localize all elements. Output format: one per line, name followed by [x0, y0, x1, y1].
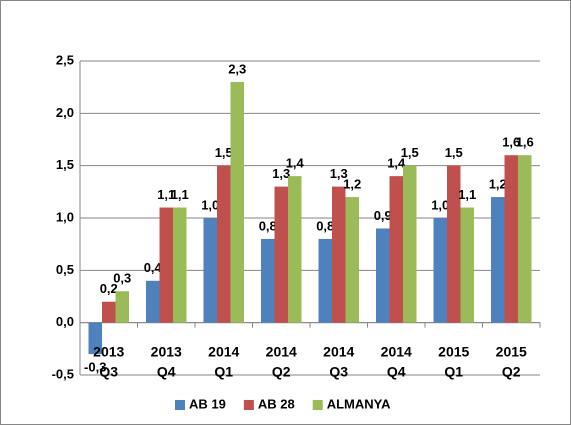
legend-label: ALMANYA	[327, 396, 391, 411]
bar	[230, 81, 244, 323]
value-label: 1,2	[489, 177, 507, 192]
value-label: 1,6	[516, 135, 534, 150]
bar	[217, 165, 231, 323]
x-tick-label: Q4	[157, 363, 176, 379]
x-tick-label: 2014	[208, 343, 239, 359]
legend-label: AB 28	[258, 396, 295, 411]
value-label: 0,3	[113, 271, 131, 286]
value-label: 0,4	[144, 260, 163, 275]
bar	[274, 186, 288, 323]
bar	[159, 207, 173, 323]
bar	[318, 238, 332, 323]
x-tick-label: 2015	[438, 343, 469, 359]
value-label: 1,6	[502, 135, 520, 150]
x-tick-label: 2014	[323, 343, 354, 359]
value-label: 2,3	[228, 61, 246, 76]
x-tick-label: Q3	[329, 363, 348, 379]
legend-swatch	[312, 400, 323, 410]
x-tick-label: 2014	[266, 343, 297, 359]
x-tick-label: 2015	[496, 343, 527, 359]
x-tick-label: 2013	[93, 343, 124, 359]
y-tick-label: 0,5	[56, 262, 74, 277]
bar	[102, 301, 116, 323]
value-label: 0,9	[374, 208, 392, 223]
bar	[376, 228, 390, 323]
bar	[288, 176, 302, 323]
bar	[504, 155, 518, 323]
value-label: 1,5	[401, 145, 419, 160]
value-label: 1,4	[286, 156, 305, 171]
x-tick-label: Q3	[99, 363, 118, 379]
bar	[173, 207, 187, 323]
legend-swatch	[243, 400, 254, 410]
value-label: 1,3	[272, 166, 290, 181]
value-label: 1,0	[201, 197, 219, 212]
x-tick-label: Q2	[502, 363, 521, 379]
x-tick-label: Q1	[444, 363, 463, 379]
y-tick-label: 2,5	[56, 52, 74, 67]
value-label: 1,5	[215, 145, 233, 160]
value-label: 0,2	[100, 281, 118, 296]
x-tick-label: Q4	[387, 363, 406, 379]
bar	[261, 238, 275, 323]
legend-label: AB 19	[189, 396, 226, 411]
bar	[403, 165, 417, 323]
bar	[447, 165, 461, 323]
x-tick-label: Q1	[214, 363, 233, 379]
y-tick-label: 2,0	[56, 105, 74, 120]
value-label: 1,4	[387, 156, 406, 171]
legend-swatch	[175, 400, 185, 410]
bar	[518, 155, 532, 323]
y-tick-label: 1,0	[56, 209, 74, 224]
value-label: -0,3	[84, 360, 106, 375]
value-label: 1,1	[171, 187, 189, 202]
x-tick-label: 2013	[151, 343, 182, 359]
bar	[332, 186, 346, 323]
y-tick-label: -0,5	[52, 366, 74, 381]
bar	[88, 322, 102, 355]
x-tick-label: Q2	[272, 363, 291, 379]
y-tick-label: 1,5	[56, 157, 74, 172]
bar	[491, 197, 505, 323]
bar	[146, 280, 160, 323]
bar	[203, 218, 217, 323]
value-label: 1,1	[458, 187, 476, 202]
bar	[115, 291, 129, 323]
bar	[389, 176, 403, 323]
value-label: 0,8	[316, 218, 334, 233]
value-label: 1,1	[157, 187, 175, 202]
value-label: 1,2	[343, 177, 361, 192]
value-label: 1,5	[445, 145, 463, 160]
value-label: 0,8	[259, 218, 277, 233]
value-label: 1,0	[431, 197, 449, 212]
value-label: 1,3	[330, 166, 348, 181]
bar	[433, 218, 447, 323]
x-tick-label: 2014	[381, 343, 412, 359]
bar	[460, 207, 474, 323]
bar	[345, 197, 359, 323]
y-tick-label: 0,0	[56, 314, 74, 329]
